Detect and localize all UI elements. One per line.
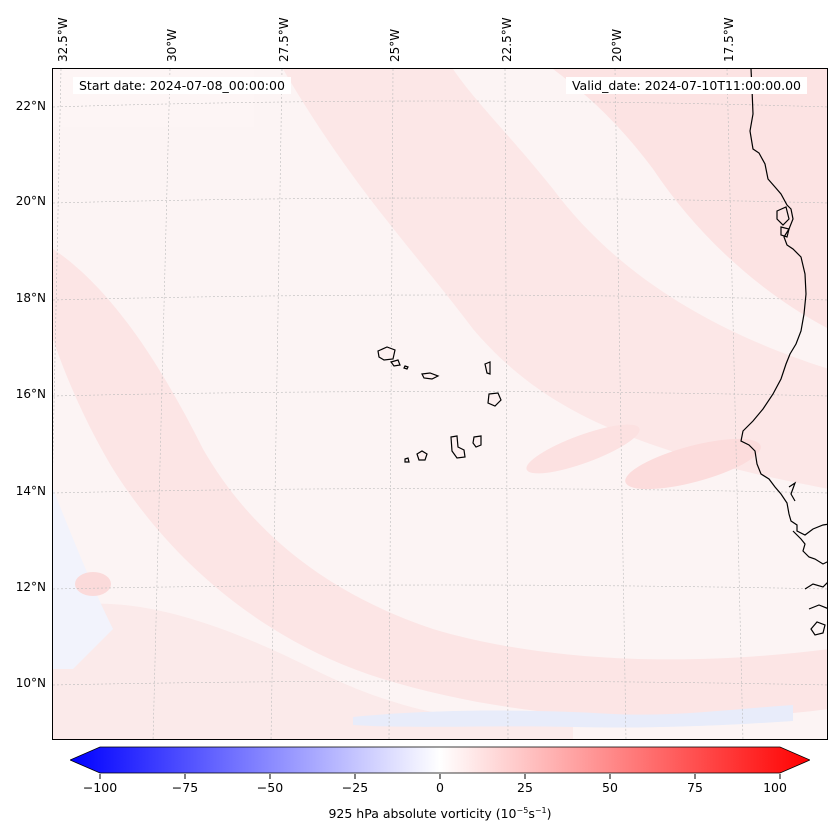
lon-label-25w: 25°W	[388, 28, 402, 62]
colorbar	[68, 746, 812, 774]
colorbar-ticks	[99, 774, 781, 779]
lon-label-22-5w: 22.5°W	[500, 17, 514, 62]
start-date-label: Start date: 2024-07-08_00:00:00	[73, 77, 291, 94]
lat-label-10n: 10°N	[15, 676, 46, 690]
lon-label-27-5w: 27.5°W	[277, 17, 291, 62]
colorbar-tick-minus25: −25	[341, 780, 369, 795]
lon-label-17-5w: 17.5°W	[722, 17, 736, 62]
vorticity-map: Start date: 2024-07-08_00:00:00 Valid_da…	[52, 68, 828, 740]
lat-label-14n: 14°N	[15, 484, 46, 498]
colorbar-tick-minus50: −50	[256, 780, 284, 795]
lat-label-16n: 16°N	[15, 387, 46, 401]
map-canvas	[53, 69, 827, 739]
lon-label-32-5w: 32.5°W	[56, 17, 70, 62]
lat-label-20n: 20°N	[15, 194, 46, 208]
gridlines	[53, 69, 827, 739]
colorbar-tick-25: 25	[517, 780, 533, 795]
colorbar-tick-minus75: −75	[171, 780, 199, 795]
lon-label-20w: 20°W	[610, 28, 624, 62]
colorbar-tick-minus100: −100	[82, 780, 118, 795]
colorbar-title: 925 hPa absolute vorticity (10−5s−1)	[328, 806, 552, 822]
lon-label-30w: 30°W	[165, 28, 179, 62]
cape-verde-islands	[377, 346, 502, 463]
lat-label-22n: 22°N	[15, 99, 46, 113]
african-coastline	[740, 69, 827, 636]
vorticity-field	[53, 69, 827, 739]
colorbar-tick-0: 0	[436, 780, 444, 795]
colorbar-graphic	[68, 746, 812, 774]
colorbar-tick-100: 100	[763, 780, 787, 795]
lat-label-12n: 12°N	[15, 580, 46, 594]
lat-label-18n: 18°N	[15, 291, 46, 305]
colorbar-tick-50: 50	[602, 780, 618, 795]
valid-date-label: Valid_date: 2024-07-10T11:00:00.00	[565, 77, 807, 94]
colorbar-tick-75: 75	[687, 780, 703, 795]
colorbar-bar	[68, 746, 812, 774]
